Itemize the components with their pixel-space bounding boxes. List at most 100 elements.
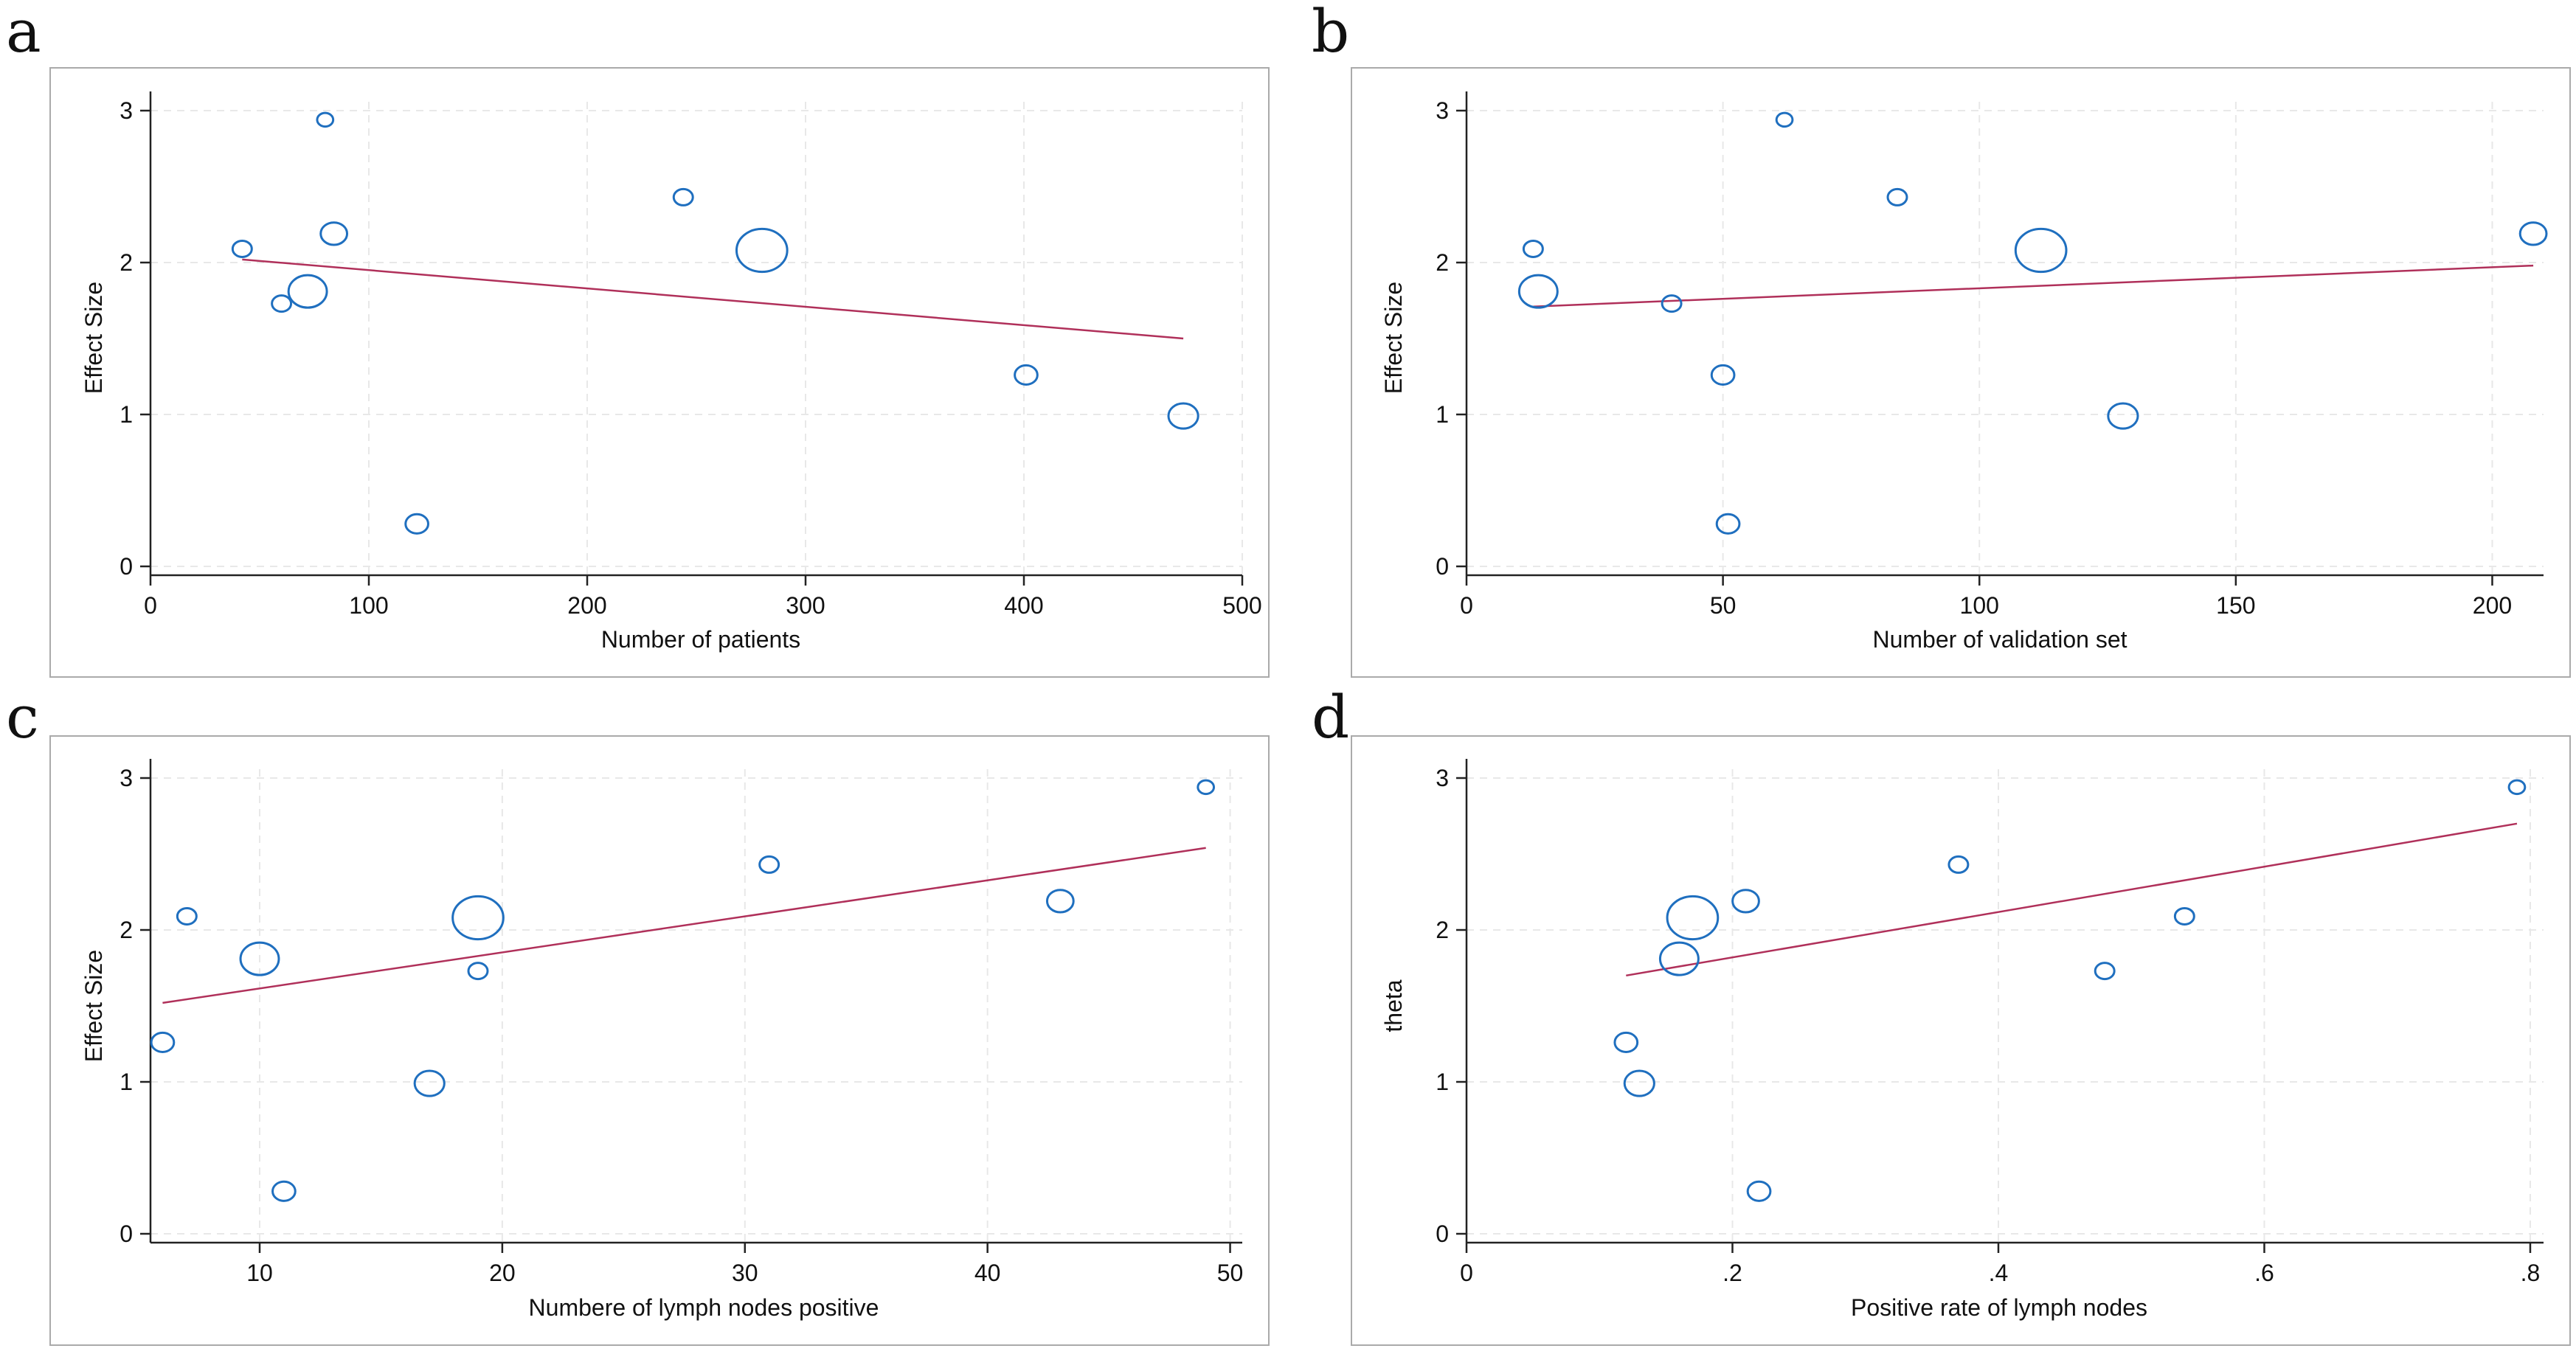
panel-c-bubble <box>451 895 505 941</box>
panel-d-y-tick-label: 2 <box>1436 917 1449 943</box>
panel-a-bubble <box>735 227 789 274</box>
panel-b-bubble <box>1710 364 1736 386</box>
panel-a-x-axis-title: Number of patients <box>601 626 800 653</box>
panel-d-bubble <box>2173 906 2195 926</box>
panel-b: b <box>1312 0 2571 678</box>
panel-b-bubble <box>1886 187 1908 206</box>
panel-c-x-tick-label: 50 <box>1217 1260 1244 1286</box>
panel-b-bubble <box>1522 239 1544 258</box>
panel-a-x-tick-label: 200 <box>567 592 606 619</box>
panel-a-x-tick-label: 0 <box>144 592 157 619</box>
panel-b-y-tick-label: 3 <box>1436 97 1449 124</box>
panel-b-bubble <box>2107 402 2139 430</box>
panel-b-x-tick-label: 0 <box>1460 592 1473 619</box>
panel-c-y-tick-label: 3 <box>120 765 133 791</box>
panel-c-x-tick-label: 20 <box>489 1260 516 1286</box>
panel-b-plot: 0 50 100 150 200 0 1 2 3 <box>1436 91 2548 619</box>
panel-a-y-tick-label: 3 <box>120 97 133 124</box>
panel-b-fit-line <box>1533 264 2534 308</box>
panel-d-bubble <box>1666 895 1720 941</box>
panel-d-frame <box>1351 735 2571 1346</box>
panel-c-letter: c <box>6 683 39 751</box>
panel-c-bubble <box>413 1069 446 1097</box>
panel-c-y-axis-title: Effect Size <box>80 950 107 1062</box>
panel-d-x-axis-title: Positive rate of lymph nodes <box>1851 1294 2147 1321</box>
panel-a-bubble <box>271 294 293 313</box>
panel-c: c <box>6 683 1270 1346</box>
panel-c-bubble <box>467 962 489 981</box>
panel-d-x-tick-label: .8 <box>2521 1260 2541 1286</box>
panel-c-bubble <box>1197 779 1216 796</box>
panel-c-bubble <box>239 941 280 976</box>
panel-b-letter: b <box>1312 0 1349 66</box>
panel-b-frame <box>1351 67 2571 678</box>
panel-c-fit-line <box>162 847 1206 1004</box>
panel-a-frame <box>49 67 1270 678</box>
panel-a-bubble <box>316 111 335 128</box>
panel-a-plot: 0 100 200 300 400 500 0 1 2 3 <box>120 91 1262 619</box>
panel-a-y-axis-title: Effect Size <box>80 282 107 394</box>
panel-d-x-tick-label: .4 <box>1989 1260 2009 1286</box>
panel-b-x-tick-label: 50 <box>1710 592 1737 619</box>
panel-c-x-tick-label: 40 <box>974 1260 1001 1286</box>
panel-a-x-tick-label: 400 <box>1004 592 1043 619</box>
panel-a-bubble <box>672 187 694 206</box>
panel-d-bubble <box>1613 1031 1639 1053</box>
panel-a: a <box>6 0 1270 678</box>
panel-c-bubble <box>271 1180 297 1202</box>
panel-c-x-axis-title: Numbere of lymph nodes positive <box>529 1294 879 1321</box>
panel-d-bubble <box>1947 855 1970 874</box>
panel-d-x-tick-label: .6 <box>2254 1260 2274 1286</box>
panel-d-bubble <box>2507 779 2527 796</box>
panel-d-bubble <box>1746 1180 1772 1202</box>
panel-d-bubble <box>2094 962 2116 981</box>
panel-a-fit-line <box>242 258 1184 340</box>
panel-d-bubble <box>1731 889 1760 914</box>
panel-d-x-tick-label: .2 <box>1722 1260 1742 1286</box>
panel-c-bubble <box>150 1031 176 1053</box>
panel-a-bubble <box>231 239 253 258</box>
panel-d-bubble <box>1658 941 1700 976</box>
panel-a-bubble <box>1167 402 1199 430</box>
panel-b-x-axis-title: Number of validation set <box>1872 626 2127 653</box>
panel-d: d <box>1312 683 2571 1346</box>
panel-c-x-tick-label: 10 <box>246 1260 273 1286</box>
panel-a-x-tick-label: 300 <box>786 592 825 619</box>
panel-a-x-tick-label: 100 <box>349 592 388 619</box>
panel-b-bubble <box>1715 513 1741 535</box>
panel-c-bubble <box>176 906 198 926</box>
panel-d-x-tick-label: 0 <box>1460 1260 1473 1286</box>
panel-d-fit-line <box>1626 822 2518 977</box>
panel-a-letter: a <box>6 0 41 66</box>
panel-a-y-tick-label: 0 <box>120 553 133 580</box>
panel-d-y-tick-label: 3 <box>1436 765 1449 791</box>
panel-d-y-tick-label: 1 <box>1436 1069 1449 1095</box>
panel-b-bubble <box>2014 227 2068 274</box>
panel-a-y-tick-label: 2 <box>120 249 133 276</box>
panel-b-x-tick-label: 200 <box>2473 592 2512 619</box>
panel-a-y-tick-label: 1 <box>120 401 133 428</box>
panel-b-bubble <box>1661 294 1683 313</box>
panel-a-bubble <box>319 221 349 246</box>
panel-d-y-axis-title: theta <box>1380 979 1407 1032</box>
panel-b-x-tick-label: 100 <box>1960 592 1999 619</box>
panel-c-y-tick-label: 2 <box>120 917 133 943</box>
panel-d-y-tick-label: 0 <box>1436 1221 1449 1247</box>
panel-d-letter: d <box>1312 683 1349 751</box>
panel-c-y-tick-label: 1 <box>120 1069 133 1095</box>
panel-d-bubble <box>1623 1069 1655 1097</box>
panel-c-plot: 10 20 30 40 50 0 1 2 3 <box>120 759 1243 1286</box>
panel-a-bubble <box>1014 364 1039 386</box>
panel-b-y-tick-label: 2 <box>1436 249 1449 276</box>
panel-c-x-tick-label: 30 <box>732 1260 758 1286</box>
panel-b-y-axis-title: Effect Size <box>1380 282 1407 394</box>
panel-c-frame <box>49 735 1270 1346</box>
panel-d-plot: 0 .2 .4 .6 .8 0 1 2 3 <box>1436 759 2544 1286</box>
panel-b-y-tick-label: 0 <box>1436 553 1449 580</box>
panel-c-bubble <box>758 855 780 874</box>
panel-c-bubble <box>1045 889 1075 914</box>
panel-b-y-tick-label: 1 <box>1436 401 1449 428</box>
panel-b-bubble <box>1517 274 1559 309</box>
panel-a-bubble <box>287 274 328 309</box>
